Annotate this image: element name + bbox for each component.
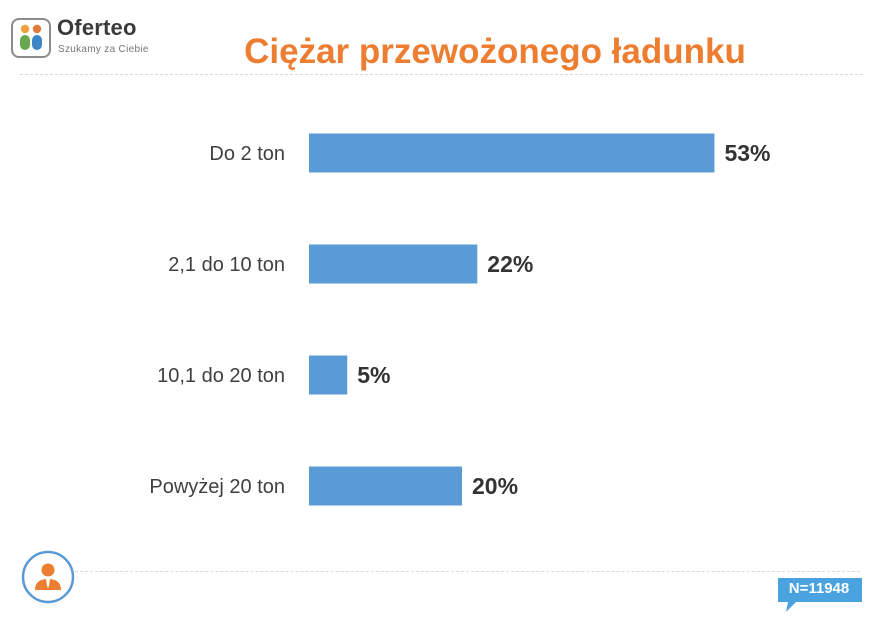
- brand-tagline: Szukamy za Ciebie: [58, 44, 149, 55]
- category-label: Do 2 ton: [209, 143, 285, 165]
- category-label: 10,1 do 20 ton: [157, 365, 285, 387]
- bar: [309, 133, 715, 173]
- value-label: 22%: [487, 251, 533, 277]
- bar: [309, 466, 462, 506]
- sample-size-text: N=11948: [788, 580, 850, 597]
- bar-chart: Do 2 ton 53% 2,1 do 10 ton 22% 10,1 do 20 to…: [149, 133, 770, 506]
- value-label: 53%: [724, 140, 770, 166]
- value-label: 5%: [357, 362, 390, 388]
- person-icon: [21, 550, 75, 604]
- oferteo-logo-icon: [11, 18, 51, 58]
- bar: [309, 355, 348, 395]
- speech-bubble-icon: [778, 578, 862, 612]
- value-label: 20%: [472, 473, 518, 499]
- top-divider: [20, 74, 863, 75]
- brand-name: Oferteo: [57, 15, 137, 40]
- oferteo-logo[interactable]: Oferteo Szukamy za Ciebie: [11, 15, 161, 62]
- category-label: 2,1 do 10 ton: [168, 254, 285, 276]
- bar: [309, 244, 478, 284]
- sample-size-badge: N=11948: [776, 576, 864, 614]
- category-label: Powyżej 20 ton: [149, 476, 285, 498]
- chart-title: Ciężar przewożonego ładunku: [244, 32, 746, 71]
- person-badge: [21, 550, 75, 604]
- bottom-divider: [60, 571, 860, 572]
